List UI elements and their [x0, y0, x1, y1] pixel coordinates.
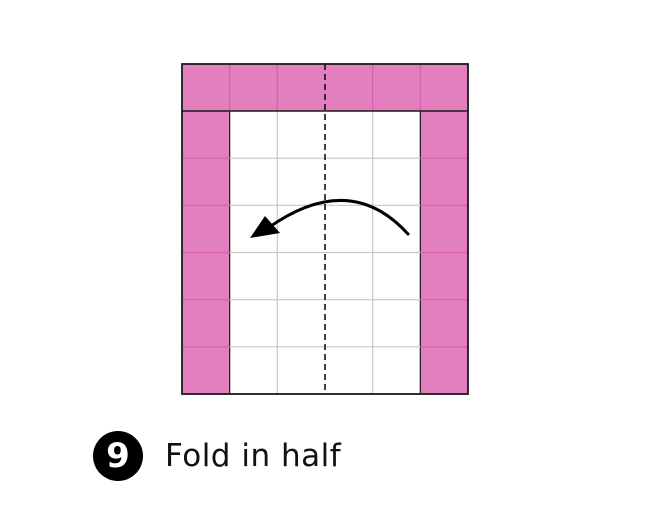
colored-cell	[420, 346, 468, 394]
colored-cell	[420, 158, 468, 206]
white-cell	[372, 111, 421, 159]
white-cell	[372, 299, 421, 347]
white-cell	[325, 158, 373, 206]
white-cell	[372, 346, 421, 394]
step-instruction: Fold in half	[165, 438, 342, 474]
white-cell	[372, 205, 421, 253]
white-cell	[229, 111, 278, 159]
fold-arrow-icon	[250, 199, 410, 238]
white-cell	[277, 346, 325, 394]
white-cell	[277, 299, 325, 347]
white-cell	[277, 158, 325, 206]
colored-cell	[420, 111, 468, 159]
fold-arrow-arc	[266, 199, 410, 236]
colored-cell	[420, 252, 468, 300]
colored-cell	[182, 346, 230, 394]
paper-grid	[182, 64, 468, 394]
white-cell	[229, 346, 278, 394]
colored-cell	[420, 299, 468, 347]
white-cell	[372, 252, 421, 300]
colored-cell	[229, 64, 278, 111]
colored-cell	[182, 205, 230, 253]
colored-cell	[182, 111, 230, 159]
white-cell	[229, 252, 278, 300]
white-cell	[229, 158, 278, 206]
step-number-badge: 9	[93, 431, 143, 481]
white-cell	[325, 252, 373, 300]
colored-cell	[420, 205, 468, 253]
colored-cell	[420, 64, 468, 111]
colored-cell	[182, 158, 230, 206]
white-cell	[229, 299, 278, 347]
white-cell	[325, 299, 373, 347]
step-caption: 9 Fold in half	[93, 430, 341, 482]
colored-cell	[182, 299, 230, 347]
white-cell	[325, 111, 373, 159]
colored-cell	[325, 64, 373, 111]
fold-arrow-head	[250, 216, 280, 238]
white-cell	[325, 346, 373, 394]
colored-cell	[277, 64, 325, 111]
colored-cell	[372, 64, 421, 111]
white-cell	[372, 158, 421, 206]
white-cell	[277, 111, 325, 159]
white-cell	[277, 205, 325, 253]
white-cell	[325, 205, 373, 253]
colored-cell	[182, 64, 230, 111]
white-cell	[277, 252, 325, 300]
colored-cell	[182, 252, 230, 300]
